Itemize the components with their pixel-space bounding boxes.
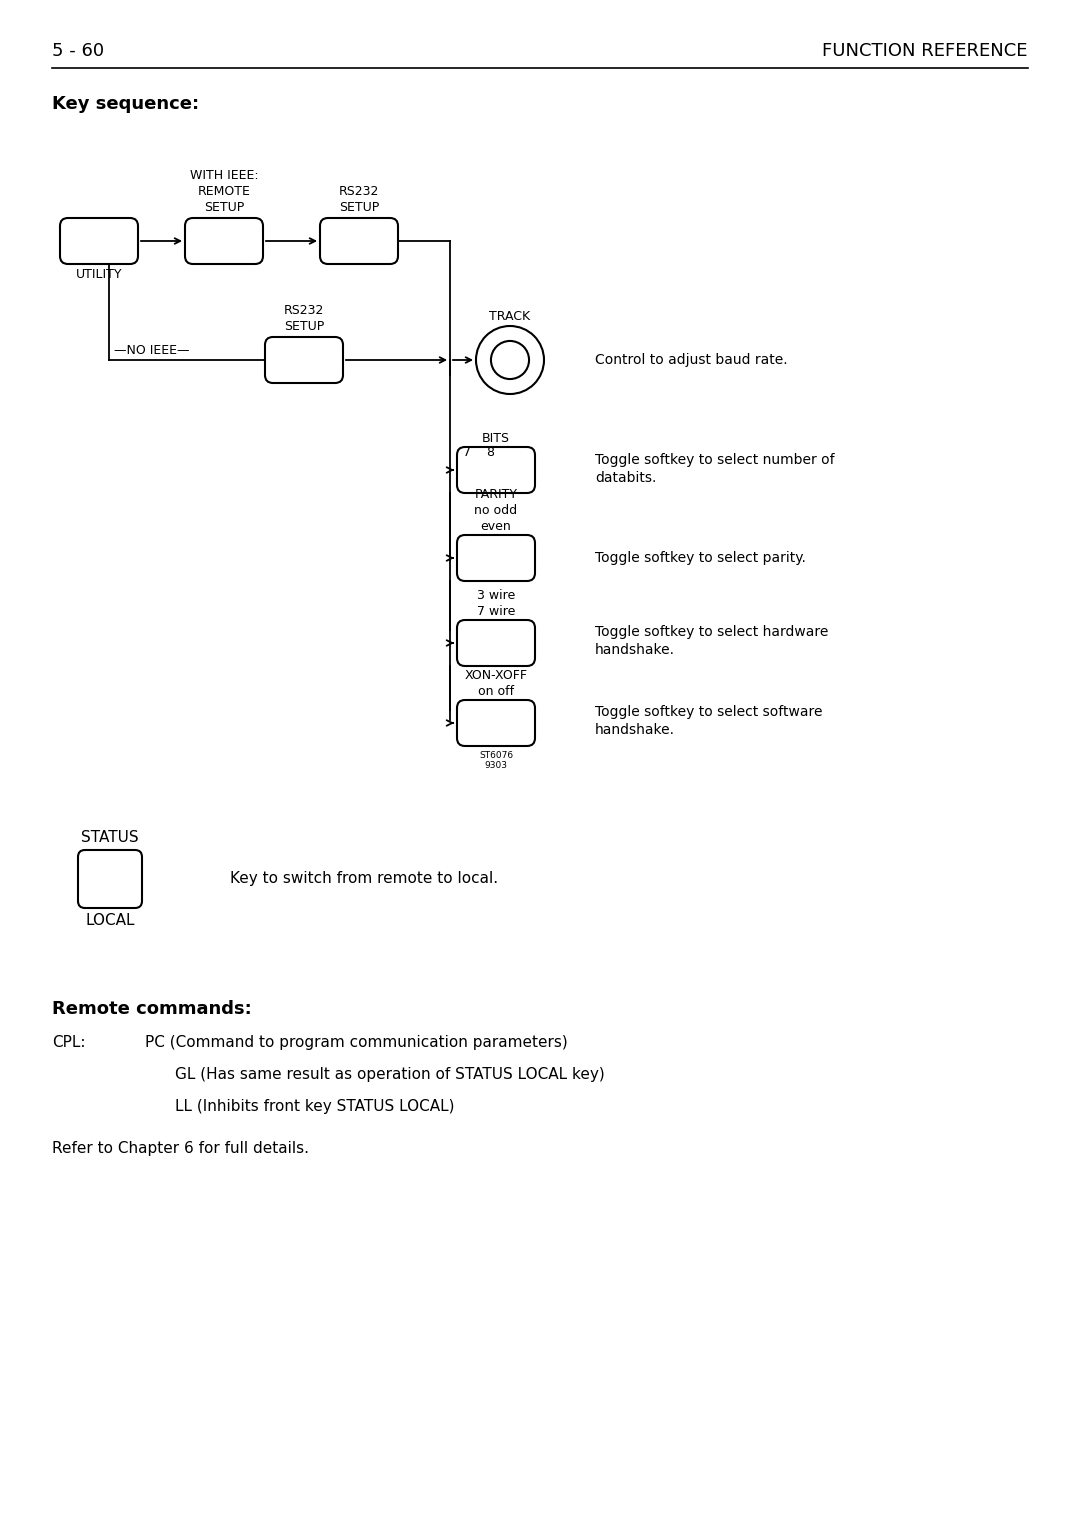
Text: Key sequence:: Key sequence: — [52, 95, 199, 113]
Text: 5 - 60: 5 - 60 — [52, 41, 104, 60]
Text: Toggle softkey to select software
handshake.: Toggle softkey to select software handsh… — [595, 705, 823, 737]
FancyBboxPatch shape — [60, 219, 138, 265]
Text: 3 wire
7 wire: 3 wire 7 wire — [476, 589, 515, 618]
Text: TRACK: TRACK — [489, 310, 530, 323]
FancyBboxPatch shape — [265, 336, 343, 382]
FancyBboxPatch shape — [457, 446, 535, 492]
Text: RS232
SETUP: RS232 SETUP — [339, 185, 379, 214]
Text: Key to switch from remote to local.: Key to switch from remote to local. — [230, 872, 498, 887]
FancyBboxPatch shape — [320, 219, 399, 265]
Text: —NO IEEE—: —NO IEEE— — [114, 344, 189, 356]
Text: WITH IEEE:
REMOTE
SETUP: WITH IEEE: REMOTE SETUP — [190, 170, 258, 214]
Text: Control to adjust baud rate.: Control to adjust baud rate. — [595, 353, 787, 367]
Text: STATUS: STATUS — [81, 830, 139, 846]
Ellipse shape — [476, 326, 544, 394]
Text: Toggle softkey to select parity.: Toggle softkey to select parity. — [595, 550, 806, 566]
Text: PC (Command to program communication parameters): PC (Command to program communication par… — [145, 1035, 568, 1050]
FancyBboxPatch shape — [78, 850, 141, 908]
Text: FUNCTION REFERENCE: FUNCTION REFERENCE — [823, 41, 1028, 60]
Text: Remote commands:: Remote commands: — [52, 1000, 252, 1018]
Text: PARITY
no odd
even: PARITY no odd even — [474, 488, 517, 534]
Text: XON-XOFF
on off: XON-XOFF on off — [464, 670, 527, 699]
Text: Refer to Chapter 6 for full details.: Refer to Chapter 6 for full details. — [52, 1141, 309, 1156]
Text: UTILITY: UTILITY — [76, 268, 122, 281]
Text: BITS: BITS — [482, 433, 510, 445]
Ellipse shape — [491, 341, 529, 379]
Text: Toggle softkey to select hardware
handshake.: Toggle softkey to select hardware handsh… — [595, 625, 828, 657]
FancyBboxPatch shape — [185, 219, 264, 265]
Text: 7    8: 7 8 — [463, 446, 495, 459]
Text: LL (Inhibits front key STATUS LOCAL): LL (Inhibits front key STATUS LOCAL) — [175, 1099, 455, 1115]
Text: Toggle softkey to select number of
databits.: Toggle softkey to select number of datab… — [595, 453, 835, 485]
Text: ST6076
9303: ST6076 9303 — [478, 751, 513, 771]
FancyBboxPatch shape — [457, 535, 535, 581]
Text: RS232
SETUP: RS232 SETUP — [284, 304, 324, 333]
Text: GL (Has same result as operation of STATUS LOCAL key): GL (Has same result as operation of STAT… — [175, 1067, 605, 1083]
FancyBboxPatch shape — [457, 619, 535, 667]
Text: CPL:: CPL: — [52, 1035, 85, 1050]
Text: LOCAL: LOCAL — [85, 913, 135, 928]
FancyBboxPatch shape — [457, 700, 535, 746]
